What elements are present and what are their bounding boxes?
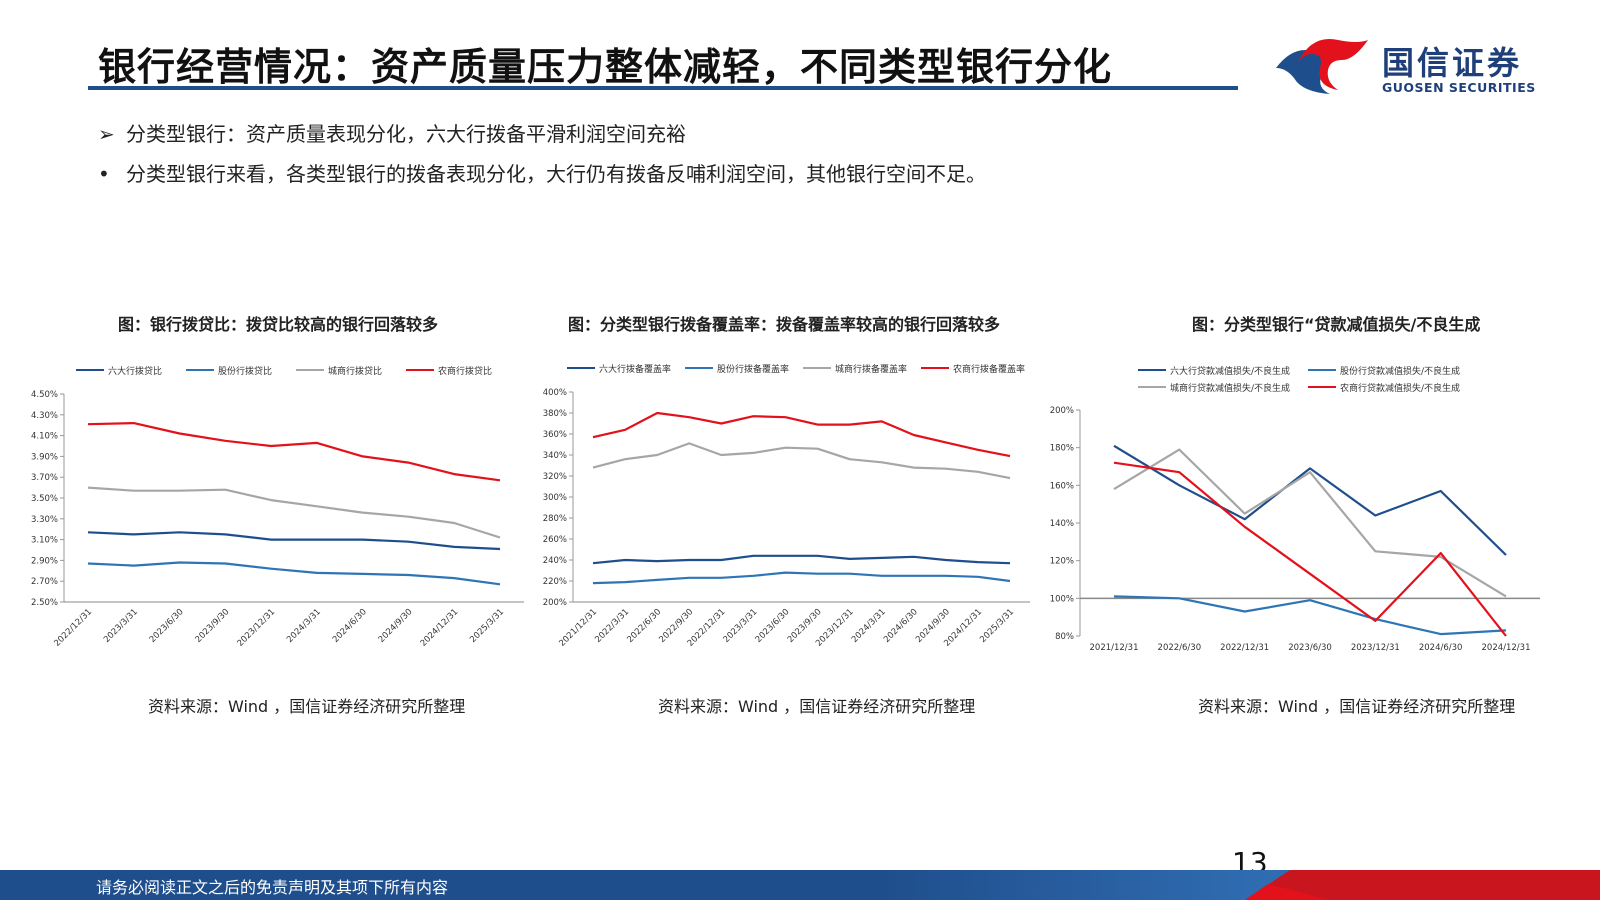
y-tick-label: 140% [1050,519,1074,529]
x-tick-label: 2021/12/31 [1090,643,1139,653]
x-tick-label: 2024/12/31 [419,607,461,649]
y-tick-label: 180% [1050,444,1074,454]
y-tick-label: 380% [543,409,567,419]
bullet-item: ➢ 分类型银行：资产质量表现分化，六大行拨备平滑利润空间充裕 [98,118,686,147]
title-underline [88,86,1238,90]
x-tick-label: 2023/3/31 [102,607,140,645]
legend-label: 股份行贷款减值损失/不良生成 [1340,365,1460,377]
legend-label: 城商行拨贷比 [328,365,382,377]
y-tick-label: 360% [543,430,567,440]
chart-source: 资料来源：Wind ，国信证券经济研究所整理 [658,697,976,716]
x-tick-label: 2022/6/30 [1158,643,1202,653]
bullet-dot-icon: • [98,162,110,186]
y-tick-label: 4.50% [31,390,58,400]
series-line [592,554,1011,565]
x-tick-label: 2022/12/31 [52,607,94,649]
y-tick-label: 400% [543,388,567,398]
series-line [1113,444,1507,556]
chart-title: 图：分类型银行拨备覆盖率：拨备覆盖率较高的银行回落较多 [568,315,1001,334]
chart-source: 资料来源：Wind ，国信证券经济研究所整理 [148,697,466,716]
x-tick-label: 2024/3/31 [285,607,323,645]
y-tick-label: 2.50% [31,598,58,608]
y-tick-label: 2.70% [31,577,58,587]
series-line [87,561,501,586]
x-tick-label: 2021/12/31 [557,607,599,649]
company-logo: 国信证券 GUOSEN SECURITIES [1272,30,1562,100]
series-line [592,442,1011,480]
x-tick-label: 2022/12/31 [1220,643,1269,653]
bullet-text: 分类型银行：资产质量表现分化，六大行拨备平滑利润空间充裕 [126,122,686,146]
x-tick-label: 2023/6/30 [148,607,186,645]
y-tick-label: 300% [543,493,567,503]
series-line [1113,595,1507,636]
bullet-text: 分类型银行来看，各类型银行的拨备表现分化，大行仍有拨备反哺利润空间，其他银行空间… [126,162,986,186]
logo-english-text: GUOSEN SECURITIES [1382,80,1536,95]
y-tick-label: 200% [543,598,567,608]
provision-coverage-chart: 六大行拨备覆盖率 股份行拨备覆盖率 城商行拨备覆盖率 农商行拨备覆盖率 200% 220%… [543,363,1030,649]
x-tick-label: 2023/12/31 [1351,643,1400,653]
logo-chinese-text: 国信证券 [1382,44,1523,82]
footer-disclaimer: 请务必阅读正文之后的免责声明及其项下所有内容 [96,878,449,897]
legend-label: 农商行贷款减值损失/不良生成 [1340,382,1460,394]
series-line [87,531,501,551]
series-line [87,421,501,482]
chart-title: 图：分类型银行“贷款减值损失/不良生成 [1192,315,1481,334]
y-tick-label: 340% [543,451,567,461]
y-tick-label: 80% [1055,632,1074,642]
series-line [87,486,501,539]
chart-title: 图：银行拨贷比：拨贷比较高的银行回落较多 [118,315,439,334]
y-tick-label: 4.10% [31,432,58,442]
y-tick-label: 200% [1050,406,1074,416]
y-tick-label: 240% [543,556,567,566]
page-title: 银行经营情况：资产质量压力整体减轻，不同类型银行分化 [98,45,1113,89]
y-tick-label: 4.30% [31,411,58,421]
x-tick-label: 2024/12/31 [1482,643,1531,653]
y-tick-label: 120% [1050,557,1074,567]
legend-label: 六大行拨备覆盖率 [599,363,671,375]
y-tick-label: 3.30% [31,515,58,525]
footer-bar [0,870,1600,900]
bullet-arrow-icon: ➢ [98,122,115,146]
legend-label: 农商行拨贷比 [438,365,492,377]
legend-label: 股份行拨备覆盖率 [717,363,789,375]
x-tick-label: 2023/6/30 [1288,643,1332,653]
y-tick-label: 280% [543,514,567,524]
impairment-npl-generation-chart: 六大行贷款减值损失/不良生成 股份行贷款减值损失/不良生成城商行贷款减值损失/不良… [1050,365,1540,653]
y-tick-label: 100% [1050,594,1074,604]
y-tick-label: 3.70% [31,473,58,483]
y-tick-label: 320% [543,472,567,482]
y-tick-label: 3.50% [31,494,58,504]
series-line [1113,448,1507,598]
y-tick-label: 3.90% [31,452,58,462]
legend-label: 六大行贷款减值损失/不良生成 [1170,365,1290,377]
y-tick-label: 260% [543,535,567,545]
guosen-logo-icon [1276,38,1368,94]
legend-label: 城商行贷款减值损失/不良生成 [1170,382,1290,394]
legend-label: 股份行拨贷比 [218,365,272,377]
x-tick-label: 2024/9/30 [377,607,415,645]
x-tick-label: 2023/12/31 [236,607,278,649]
series-line [1113,461,1507,637]
bullet-item: • 分类型银行来看，各类型银行的拨备表现分化，大行仍有拨备反哺利润空间，其他银行空… [98,158,986,187]
legend-label: 城商行拨备覆盖率 [835,363,907,375]
x-tick-label: 2024/6/30 [1419,643,1463,653]
legend-label: 农商行拨备覆盖率 [953,363,1025,375]
x-tick-label: 2025/3/31 [978,607,1016,645]
x-tick-label: 2024/6/30 [331,607,369,645]
series-line [592,411,1011,458]
series-line [592,571,1011,585]
x-tick-label: 2025/3/31 [468,607,506,645]
y-tick-label: 160% [1050,481,1074,491]
y-tick-label: 220% [543,577,567,587]
y-tick-label: 2.90% [31,556,58,566]
x-tick-label: 2023/9/30 [194,607,232,645]
provision-loan-ratio-chart: 六大行拨贷比 股份行拨贷比 城商行拨贷比 农商行拨贷比 2.50% 2.70% 2.90% 3… [31,365,524,649]
legend-label: 六大行拨贷比 [108,365,162,377]
chart-source: 资料来源：Wind ，国信证券经济研究所整理 [1198,697,1516,716]
y-tick-label: 3.10% [31,536,58,546]
